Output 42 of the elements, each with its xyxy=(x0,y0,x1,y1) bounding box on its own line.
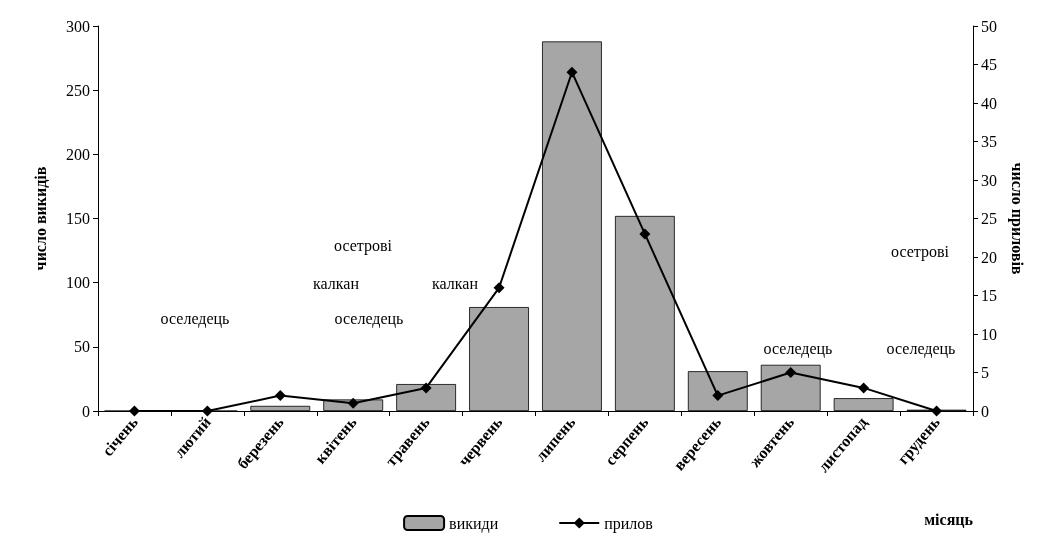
point xyxy=(639,228,651,240)
annotation: оселедець xyxy=(160,309,230,328)
point xyxy=(712,390,724,402)
point xyxy=(420,382,432,394)
legend-label: викиди xyxy=(449,514,499,533)
y2-tick-label: 25 xyxy=(981,210,997,227)
point xyxy=(493,282,505,294)
y-tick-label: 200 xyxy=(66,145,90,163)
y-tick-label: 0 xyxy=(82,402,90,420)
point xyxy=(566,66,578,78)
y-tick-label: 150 xyxy=(66,210,90,227)
y2-tick-label: 35 xyxy=(981,133,997,150)
x-axis-title: місяць xyxy=(924,510,974,528)
annotation: оселедець xyxy=(334,309,404,328)
y2-axis-title: число приловів xyxy=(1007,162,1026,275)
annotation: осетрові xyxy=(334,236,393,255)
legend-label: прилов xyxy=(604,514,654,533)
y2-tick-label: 45 xyxy=(981,56,997,73)
point xyxy=(128,405,140,417)
y2-tick-label: 0 xyxy=(981,402,989,420)
y2-tick-label: 20 xyxy=(981,248,997,266)
y2-tick-label: 10 xyxy=(981,325,997,343)
y-tick-label: 50 xyxy=(74,338,90,356)
annotation: оселедець xyxy=(763,339,833,358)
annotation: калкан xyxy=(313,274,360,292)
y-tick-label: 100 xyxy=(66,274,90,292)
y2-tick-label: 30 xyxy=(981,171,997,189)
y-tick-label: 300 xyxy=(66,17,90,35)
point xyxy=(347,397,359,409)
y-tick-label: 250 xyxy=(66,81,90,99)
y2-tick-label: 50 xyxy=(981,17,997,35)
y2-tick-label: 15 xyxy=(981,287,997,304)
annotation: калкан xyxy=(432,274,479,292)
annotation: оселедець xyxy=(886,339,956,358)
y2-tick-label: 5 xyxy=(981,364,989,381)
annotation: осетрові xyxy=(891,242,950,261)
point xyxy=(858,382,870,394)
point xyxy=(931,405,943,417)
y2-tick-label: 40 xyxy=(981,94,997,112)
y-axis-title: число викидів xyxy=(31,166,49,271)
point xyxy=(785,367,797,378)
point xyxy=(274,390,286,402)
